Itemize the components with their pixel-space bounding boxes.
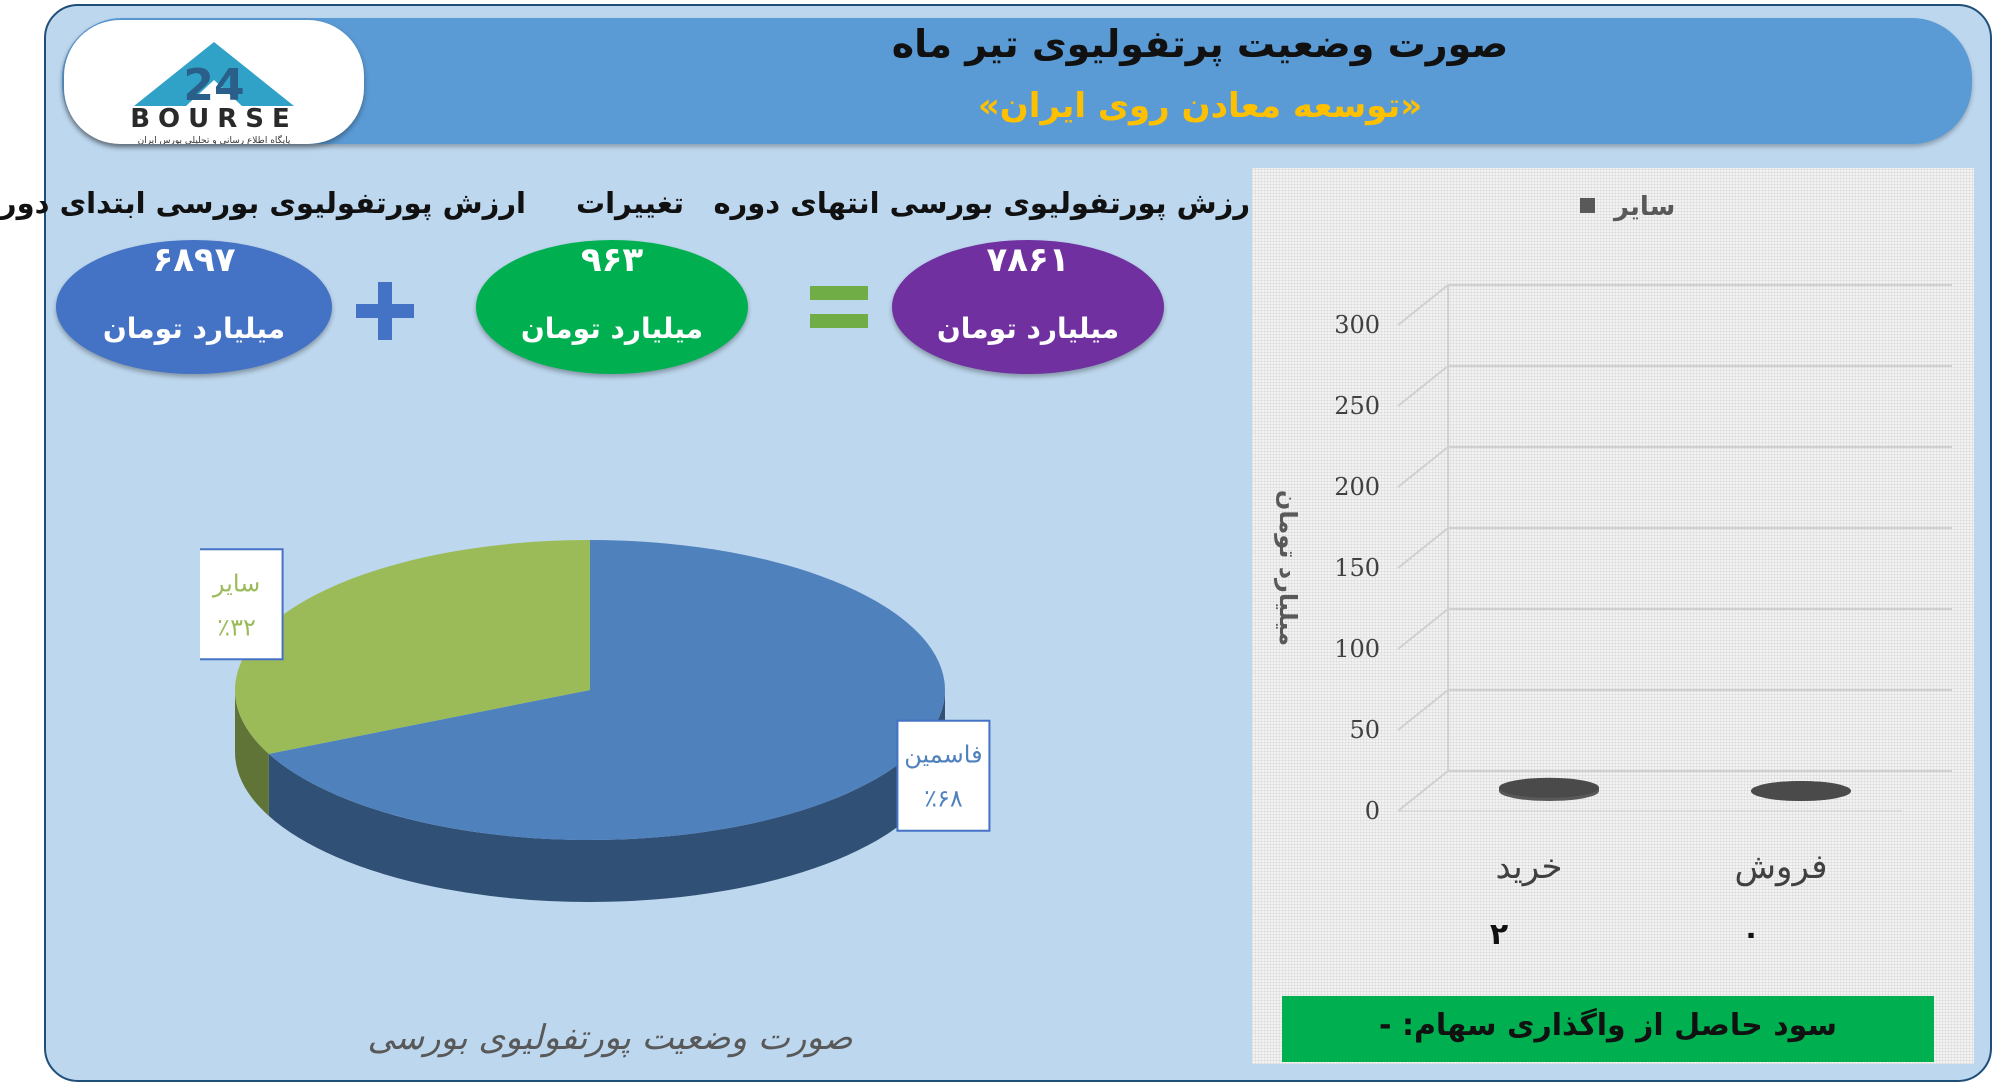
x-category-label-0: خرید [1495, 847, 1562, 887]
start-value-label: ارزش پورتفولیوی بورسی ابتدای دوره [0, 186, 526, 220]
y-tick-label-0: 0 [1365, 797, 1380, 825]
y-tick-label-3: 150 [1334, 554, 1380, 582]
pie-slice-side-1 [235, 690, 269, 816]
y-tick-label-4: 200 [1334, 473, 1380, 501]
pie-data-label-box-1 [200, 548, 284, 661]
gridline-side-6 [1397, 284, 1449, 326]
pie-slice-0 [268, 540, 946, 840]
pie-data-label-percent-1: ٪۳۲ [217, 613, 256, 641]
plus-icon [356, 282, 414, 340]
bar-0 [1499, 777, 1599, 801]
gridline-side-2 [1397, 608, 1449, 650]
change-number: ۹۶۳ [580, 240, 644, 280]
bar-value-label-0: ۲ [1490, 917, 1508, 952]
end-value-ellipse: ۷۸۶۱ میلیارد تومان [892, 240, 1164, 374]
y-tick-label-5: 250 [1334, 392, 1380, 420]
bar-top-1 [1751, 781, 1851, 801]
y-tick-label-2: 100 [1334, 635, 1380, 663]
gridline-side-1 [1397, 689, 1449, 731]
pie-data-label-box-0 [896, 719, 991, 832]
start-value-ellipse: ۶۸۹۷ میلیارد تومان [56, 240, 332, 374]
end-value-number: ۷۸۶۱ [986, 240, 1070, 280]
y-axis-label: میلیارد تومان [1274, 490, 1302, 646]
end-value-label: ارزش پورتفولیوی بورسی انتهای دوره [713, 186, 1260, 220]
gridline-side-3 [1397, 527, 1449, 569]
logo-tagline: پایگاه اطلاع رسانی و تحلیلی بورس ایران [137, 136, 291, 144]
bourse24-logo: 24 BOURSE پایگاه اطلاع رسانی و تحلیلی بو… [64, 20, 364, 144]
end-value-unit: میلیارد تومان [936, 312, 1120, 345]
page-title: صورت وضعیت پرتفولیوی تیر ماه [891, 22, 1509, 66]
start-value-number: ۶۸۹۷ [152, 240, 236, 280]
y-tick-label-1: 50 [1349, 716, 1380, 744]
logo-text: BOURSE [130, 104, 298, 134]
x-category-label-1: فروش [1735, 847, 1828, 887]
bar-top-0 [1499, 777, 1599, 798]
legend-swatch [1580, 198, 1595, 213]
pie-slice-1 [234, 540, 590, 754]
equals-icon [810, 286, 868, 328]
gridline-side-5 [1397, 365, 1449, 407]
change-ellipse: ۹۶۳ میلیارد تومان [476, 240, 748, 374]
pie-slice-side-0 [268, 690, 946, 902]
pie-data-label-percent-0: ٪۶۸ [924, 785, 963, 813]
pie-data-label-0: فاسمین ٪۶۸ [896, 719, 991, 832]
profit-banner: سود حاصل از واگذاری سهام: - [1282, 996, 1934, 1062]
pie-chart: فاسمین ٪۶۸ سایر ٪۳۲ [200, 540, 991, 902]
logo-mark-icon: 24 [134, 42, 294, 110]
bar-chart-panel [1252, 168, 1974, 1064]
gridline-side-4 [1397, 446, 1449, 488]
page-subtitle: «توسعه معادن روی ایران» [977, 86, 1423, 126]
y-tick-label-6: 300 [1334, 311, 1380, 339]
pie-chart-title: صورت وضعیت پورتفولیوی بورسی [367, 1018, 853, 1058]
legend-label: سایر [1612, 192, 1675, 222]
logo-number: 24 [183, 60, 244, 110]
pie-data-label-1: سایر ٪۳۲ [200, 548, 284, 661]
change-unit: میلیارد تومان [520, 312, 704, 345]
pie-data-label-name-1: سایر [212, 569, 260, 597]
title-banner [62, 18, 1972, 144]
start-value-unit: میلیارد تومان [102, 312, 286, 345]
change-label: تغییرات [575, 186, 685, 220]
gridline-side-0 [1397, 770, 1449, 812]
bar-1 [1751, 781, 1851, 801]
bar-chart: سایر 0 50 100 150 200 250 300 میلیارد تومان خرید ۲… [1274, 192, 1952, 952]
pie-data-label-name-0: فاسمین [904, 741, 982, 769]
bar-value-label-1: ۰ [1742, 917, 1760, 952]
